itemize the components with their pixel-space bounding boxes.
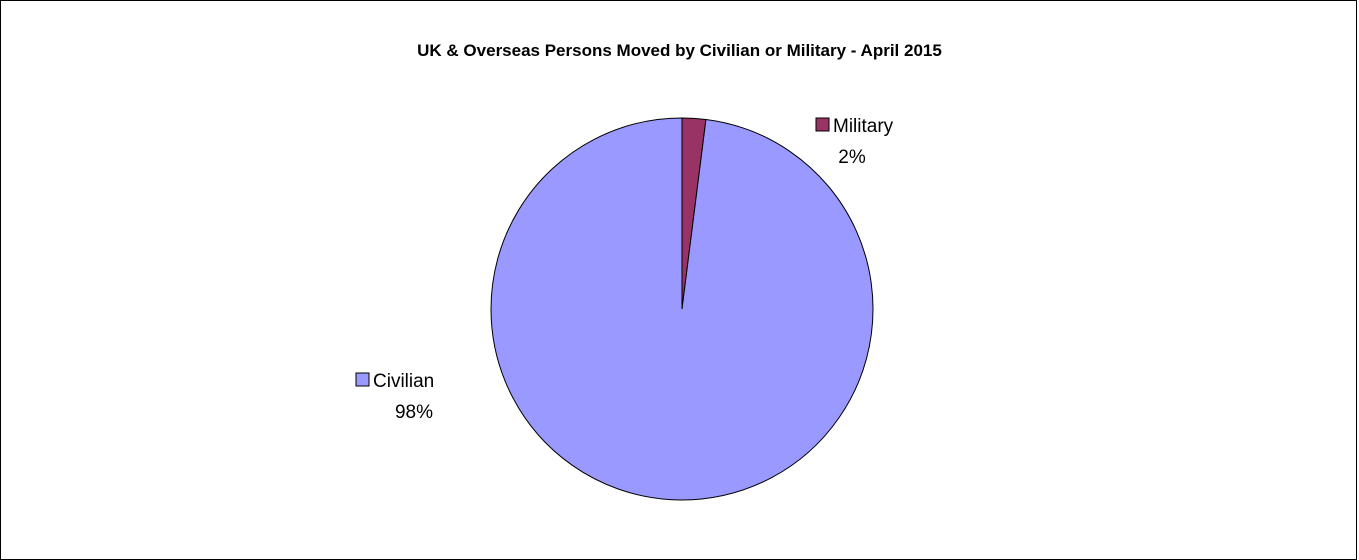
- military-key-swatch: [815, 117, 830, 132]
- slice-label-civilian: Civilian 98%: [355, 371, 434, 423]
- pie-chart: Military 2% Civilian 98%: [355, 116, 894, 501]
- military-percent: 2%: [838, 147, 866, 168]
- civilian-label: Civilian: [373, 371, 434, 392]
- slice-label-military: Military 2%: [815, 116, 894, 168]
- military-label: Military: [833, 116, 894, 137]
- pie-slice-civilian: [490, 117, 874, 501]
- pie-slices: [490, 117, 874, 501]
- civilian-percent: 98%: [395, 402, 433, 423]
- chart-title: UK & Overseas Persons Moved by Civilian …: [417, 41, 942, 60]
- civilian-key-swatch: [355, 372, 370, 387]
